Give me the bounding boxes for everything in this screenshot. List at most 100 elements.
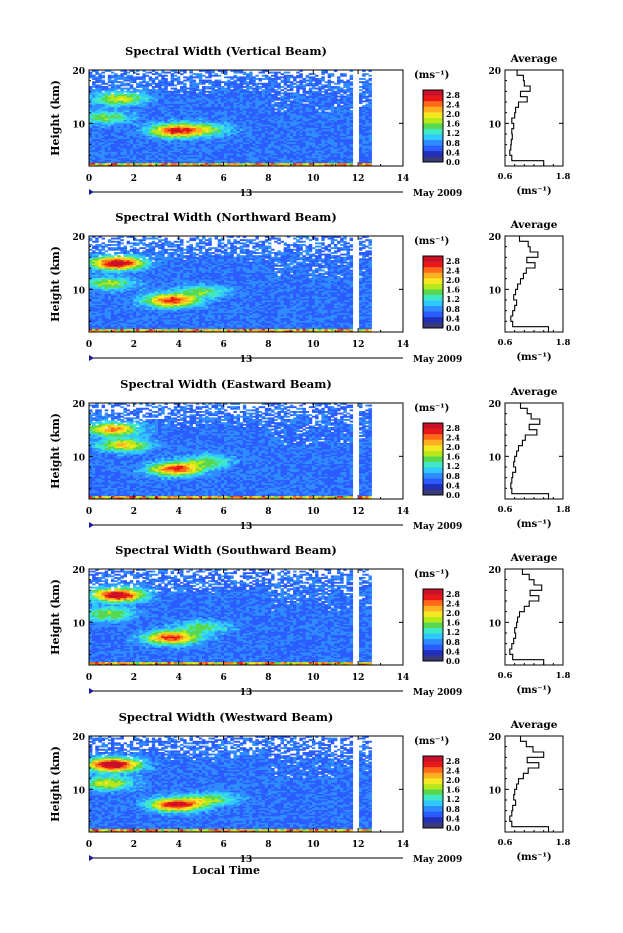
heatmap-cell: [142, 73, 145, 75]
heatmap-cell: [227, 76, 230, 78]
heatmap-cell: [359, 92, 362, 94]
heatmap-cell: [331, 86, 334, 88]
heatmap-cell: [259, 72, 262, 74]
heatmap-cell: [202, 86, 205, 88]
colorbar-segment: [423, 96, 443, 102]
heatmap-cell: [211, 75, 214, 77]
heatmap-cell: [202, 80, 205, 82]
heatmap-cell: [186, 91, 189, 93]
heatmap-cell: [139, 81, 142, 83]
heatmap-cell: [224, 88, 227, 90]
colorbar-segment: [423, 90, 443, 96]
heatmap-cell: [249, 91, 252, 93]
heatmap-cell: [168, 91, 171, 93]
heatmap-cell: [168, 81, 171, 83]
heatmap-cell: [149, 76, 152, 78]
colorbar-segment: [423, 140, 443, 146]
heatmap-cell: [290, 92, 293, 94]
heatmap-cell: [152, 86, 155, 88]
heatmap-cell: [155, 83, 158, 85]
heatmap-cell: [240, 76, 243, 78]
heatmap-cell: [337, 76, 340, 78]
heatmap-cell: [303, 78, 306, 80]
heatmap-cell: [350, 110, 353, 112]
heatmap-cells: [89, 70, 372, 166]
heatmap-cell: [368, 99, 371, 101]
heatmap-cell: [334, 86, 337, 88]
heatmap-cell: [365, 80, 368, 82]
heatmap-cell: [243, 86, 246, 88]
heatmap-cell: [265, 83, 268, 85]
colorbar-tick-label: 0.8: [446, 138, 460, 148]
heatmap-cell: [114, 73, 117, 75]
heatmap-cell: [299, 80, 302, 82]
heatmap-cell: [196, 73, 199, 75]
heatmap-cell: [199, 73, 202, 75]
heatmap-cell: [350, 81, 353, 83]
heatmap-cell: [208, 86, 211, 88]
colorbar-segment: [423, 145, 443, 151]
colorbar: 0.00.40.81.21.62.02.42.8(ms⁻¹): [414, 70, 460, 167]
heatmap-cell: [130, 91, 133, 93]
heatmap-cell: [102, 75, 105, 77]
heatmap-cell: [303, 84, 306, 86]
heatmap-cell: [124, 94, 127, 96]
heatmap-cell: [255, 83, 258, 85]
heatmap-cell: [177, 89, 180, 91]
heatmap-cell: [205, 94, 208, 96]
heatmap-cell: [183, 83, 186, 85]
heatmap-cell: [180, 81, 183, 83]
heatmap-cell: [315, 91, 318, 93]
profile-y-tick-label: 10: [488, 120, 501, 130]
heatmap-cell: [293, 83, 296, 85]
heatmap-cell: [102, 92, 105, 94]
heatmap-cell: [127, 88, 130, 90]
heatmap-cell: [334, 107, 337, 109]
heatmap-cell: [321, 94, 324, 96]
heatmap-cell: [105, 83, 108, 85]
heatmap-cell: [265, 75, 268, 77]
heatmap-cell: [281, 80, 284, 82]
heatmap-cell: [296, 84, 299, 86]
heatmap-cell: [340, 88, 343, 90]
x-tick-label: 12: [352, 174, 365, 184]
profile-x-tick-label: 0.6: [498, 172, 513, 182]
heatmap-cell: [92, 75, 95, 77]
heatmap-cell: [117, 81, 120, 83]
heatmap-cell: [218, 80, 221, 82]
colorbar-segment: [423, 123, 443, 129]
heatmap-cell: [328, 112, 331, 114]
heatmap-cell: [293, 76, 296, 78]
heatmap-cell: [164, 72, 167, 74]
heatmap-cell: [227, 80, 230, 82]
heatmap-cell: [136, 94, 139, 96]
heatmap-cell: [277, 91, 280, 93]
heatmap-cell: [120, 88, 123, 90]
heatmap-cell: [230, 76, 233, 78]
heatmap-cell: [346, 94, 349, 96]
y-tick-label: 20: [72, 67, 85, 77]
heatmap-cell: [180, 86, 183, 88]
heatmap-cell: [309, 76, 312, 78]
heatmap-cell: [281, 86, 284, 88]
profile-title: Average: [510, 53, 558, 65]
heatmap-cell: [315, 75, 318, 77]
heatmap-cell: [312, 83, 315, 85]
heatmap-cell: [362, 100, 365, 102]
heatmap-cell: [271, 72, 274, 74]
heatmap-cell: [193, 73, 196, 75]
heatmap-cell: [130, 75, 133, 77]
heatmap-cell: [136, 83, 139, 85]
heatmap-cell: [152, 73, 155, 75]
heatmap-cell: [142, 84, 145, 86]
heatmap-cell: [111, 94, 114, 96]
heatmap-cell: [337, 99, 340, 101]
heatmap-cell: [158, 80, 161, 82]
heatmap-cell: [249, 72, 252, 74]
x-tick-label: 14: [397, 174, 410, 184]
heatmap-cell: [246, 81, 249, 83]
heatmap-cell: [186, 88, 189, 90]
heatmap-cell: [365, 104, 368, 106]
heatmap-cell: [196, 92, 199, 94]
